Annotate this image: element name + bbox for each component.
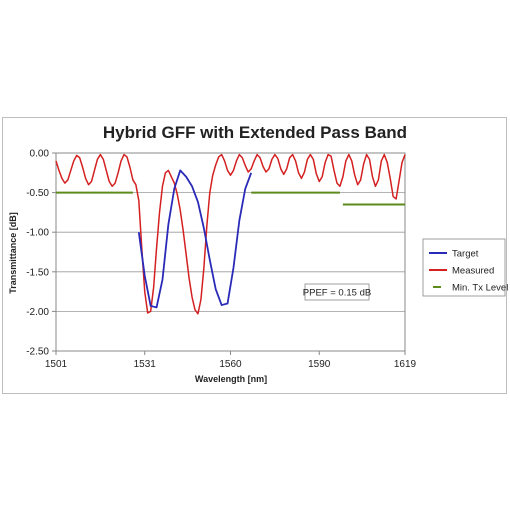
x-tick-label: 1560 — [219, 359, 242, 370]
legend-label-min-tx-level: Min. Tx Level — [452, 283, 508, 294]
series-measured-line — [55, 153, 406, 315]
y-tick-label: -2.50 — [26, 347, 49, 358]
x-tick-label: 1501 — [45, 359, 68, 370]
x-tick-label: 1531 — [134, 359, 157, 370]
annotation-text: PPEF = 0.15 dB — [303, 288, 371, 299]
ppef-annotation: PPEF = 0.15 dB — [303, 283, 371, 301]
legend-label-measured: Measured — [452, 266, 494, 277]
x-tick-label: 1619 — [394, 359, 417, 370]
chart-svg: Hybrid GFF with Extended Pass Band 0.00 -… — [8, 123, 508, 384]
chart-frame: Hybrid GFF with Extended Pass Band 0.00 -… — [2, 117, 508, 394]
y-tick-label: -2.00 — [26, 307, 49, 318]
annotation-box — [304, 283, 370, 301]
y-axis-label: Transmittance [dB] — [8, 212, 18, 294]
x-axis-label: Wavelength [nm] — [195, 374, 267, 384]
x-tick-label: 1590 — [308, 359, 331, 370]
y-tick-label: -1.00 — [26, 228, 49, 239]
plot-area-border — [55, 152, 406, 352]
series-target-line — [137, 169, 253, 309]
gridlines — [56, 152, 405, 352]
legend-label-target: Target — [452, 249, 479, 260]
x-axis-ticks: 1501 1531 1560 1590 1619 — [45, 351, 417, 370]
y-tick-label: 0.00 — [30, 149, 50, 160]
legend-items: Target Measured Min. Tx Level — [429, 249, 508, 294]
y-axis-ticks: 0.00 -0.50 -1.00 -1.50 -2.00 -2.50 — [26, 149, 56, 358]
chart-title: Hybrid GFF with Extended Pass Band — [103, 123, 407, 142]
y-tick-label: -1.50 — [26, 267, 49, 278]
y-tick-label: -0.50 — [26, 188, 49, 199]
legend: Target Measured Min. Tx Level — [422, 238, 508, 297]
series-layer — [55, 153, 406, 315]
